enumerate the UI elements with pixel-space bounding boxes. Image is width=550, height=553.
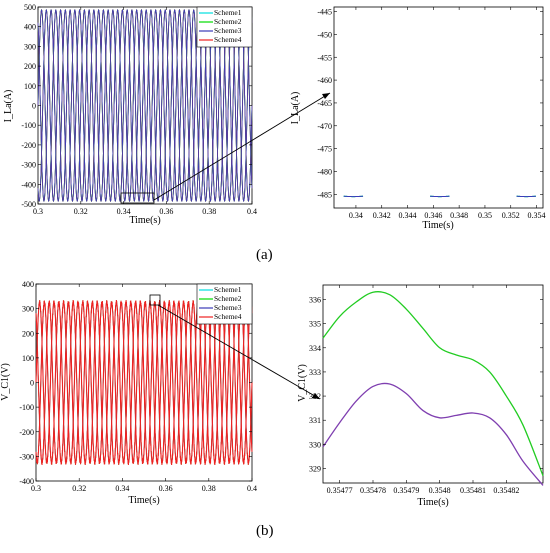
x-tick-label: 0.35477 [327,486,353,495]
y-tick-label: 500 [24,3,36,12]
y-tick-label: 332 [309,392,321,401]
y-tick-label: 334 [309,344,321,353]
x-tick-label: 0.342 [373,211,391,220]
x-tick-label: 0.34 [115,484,129,493]
y-tick-label: -450 [317,30,332,39]
a-main-legend: Scheme1 Scheme2 Scheme3 Scheme4 [197,7,252,47]
a-main-ylabel: I_La(A) [3,90,14,123]
y-tick-label: -470 [317,122,332,131]
y-tick-label: 300 [22,305,34,314]
legend-a-scheme3: Scheme3 [214,26,242,35]
x-tick-label: 0.354 [528,211,546,220]
y-tick-label: -300 [19,452,34,461]
y-tick-label: -460 [317,76,332,85]
x-tick-label: 0.36 [159,484,173,493]
y-tick-label: 0 [30,379,34,388]
y-tick-label: 100 [24,82,36,91]
x-tick-label: 0.36 [159,207,173,216]
x-tick-label: 0.32 [74,207,88,216]
x-tick-label: 0.38 [202,207,216,216]
y-tick-label: 300 [24,42,36,51]
x-tick-label: 0.35481 [460,486,486,495]
y-tick-label: -500 [21,200,36,209]
y-tick-label: 336 [309,295,321,304]
x-tick-label: 0.346 [424,211,442,220]
y-tick-label: 335 [309,320,321,329]
x-tick-label: 0.3548 [429,486,451,495]
chart-b-zoom: 0.35477 0.35478 0.35479 0.3548 0.35481 0.3548… [297,285,543,508]
x-tick-label: 0.38 [202,484,216,493]
y-tick-label: 333 [309,368,321,377]
panel-label-a: (a) [256,247,273,264]
a-zoom-xlabel: Time(s) [422,220,453,231]
x-tick-label: 0.352 [502,211,520,220]
y-tick-label: -200 [19,428,34,437]
x-tick-label: 0.35 [478,211,492,220]
panel-label-b: (b) [256,523,274,540]
y-tick-label: -455 [317,53,332,62]
y-tick-label: -200 [21,141,36,150]
y-tick-label: -100 [19,403,34,412]
legend-b-scheme2: Scheme2 [214,294,242,303]
b-zoom-ylabel: V_C1(V) [297,364,308,402]
x-tick-label: 0.35482 [493,486,519,495]
legend-a-scheme1: Scheme1 [214,8,242,17]
a-zoom-ylabel: I_La(A) [290,92,301,125]
b-zoom-xlabel: Time(s) [417,497,448,508]
y-tick-label: -100 [21,121,36,130]
x-tick-label: 0.344 [399,211,417,220]
x-tick-label: 0.35479 [393,486,419,495]
y-tick-label: -480 [317,167,332,176]
b-main-ylabel: V_C1(V) [0,363,11,401]
y-tick-label: 0 [32,102,36,111]
y-tick-label: -445 [317,8,332,17]
x-tick-label: 0.34 [349,211,363,220]
x-tick-label: 0.4 [247,484,257,493]
y-tick-label: -400 [19,477,34,486]
y-tick-label: -465 [317,99,332,108]
y-tick-label: 100 [22,354,34,363]
b-main-xlabel: Time(s) [128,495,159,506]
y-tick-label: 329 [309,465,321,474]
x-tick-label: 0.35478 [360,486,386,495]
y-tick-label: 330 [309,440,321,449]
y-tick-label: -300 [21,161,36,170]
y-tick-label: -475 [317,145,332,154]
x-tick-label: 0.32 [72,484,86,493]
y-tick-label: 200 [22,329,34,338]
legend-b-scheme1: Scheme1 [214,285,242,294]
y-tick-label: 400 [22,280,34,289]
legend-b-scheme4: Scheme4 [214,312,242,321]
y-tick-label: 331 [309,416,321,425]
y-tick-label: -400 [21,180,36,189]
y-tick-label: -485 [317,190,332,199]
y-tick-label: 400 [24,23,36,32]
y-tick-label: 200 [24,62,36,71]
legend-a-scheme4: Scheme4 [214,35,242,44]
a-main-xlabel: Time(s) [129,215,160,226]
x-tick-label: 0.4 [247,207,257,216]
b-main-legend: Scheme1 Scheme2 Scheme3 Scheme4 [197,284,252,324]
chart-a-zoom: 0.34 0.342 0.344 0.346 0.348 0.35 0.352 0.354 -4… [290,7,546,231]
x-tick-label: 0.348 [450,211,468,220]
legend-b-scheme3: Scheme3 [214,303,242,312]
legend-a-scheme2: Scheme2 [214,17,242,26]
